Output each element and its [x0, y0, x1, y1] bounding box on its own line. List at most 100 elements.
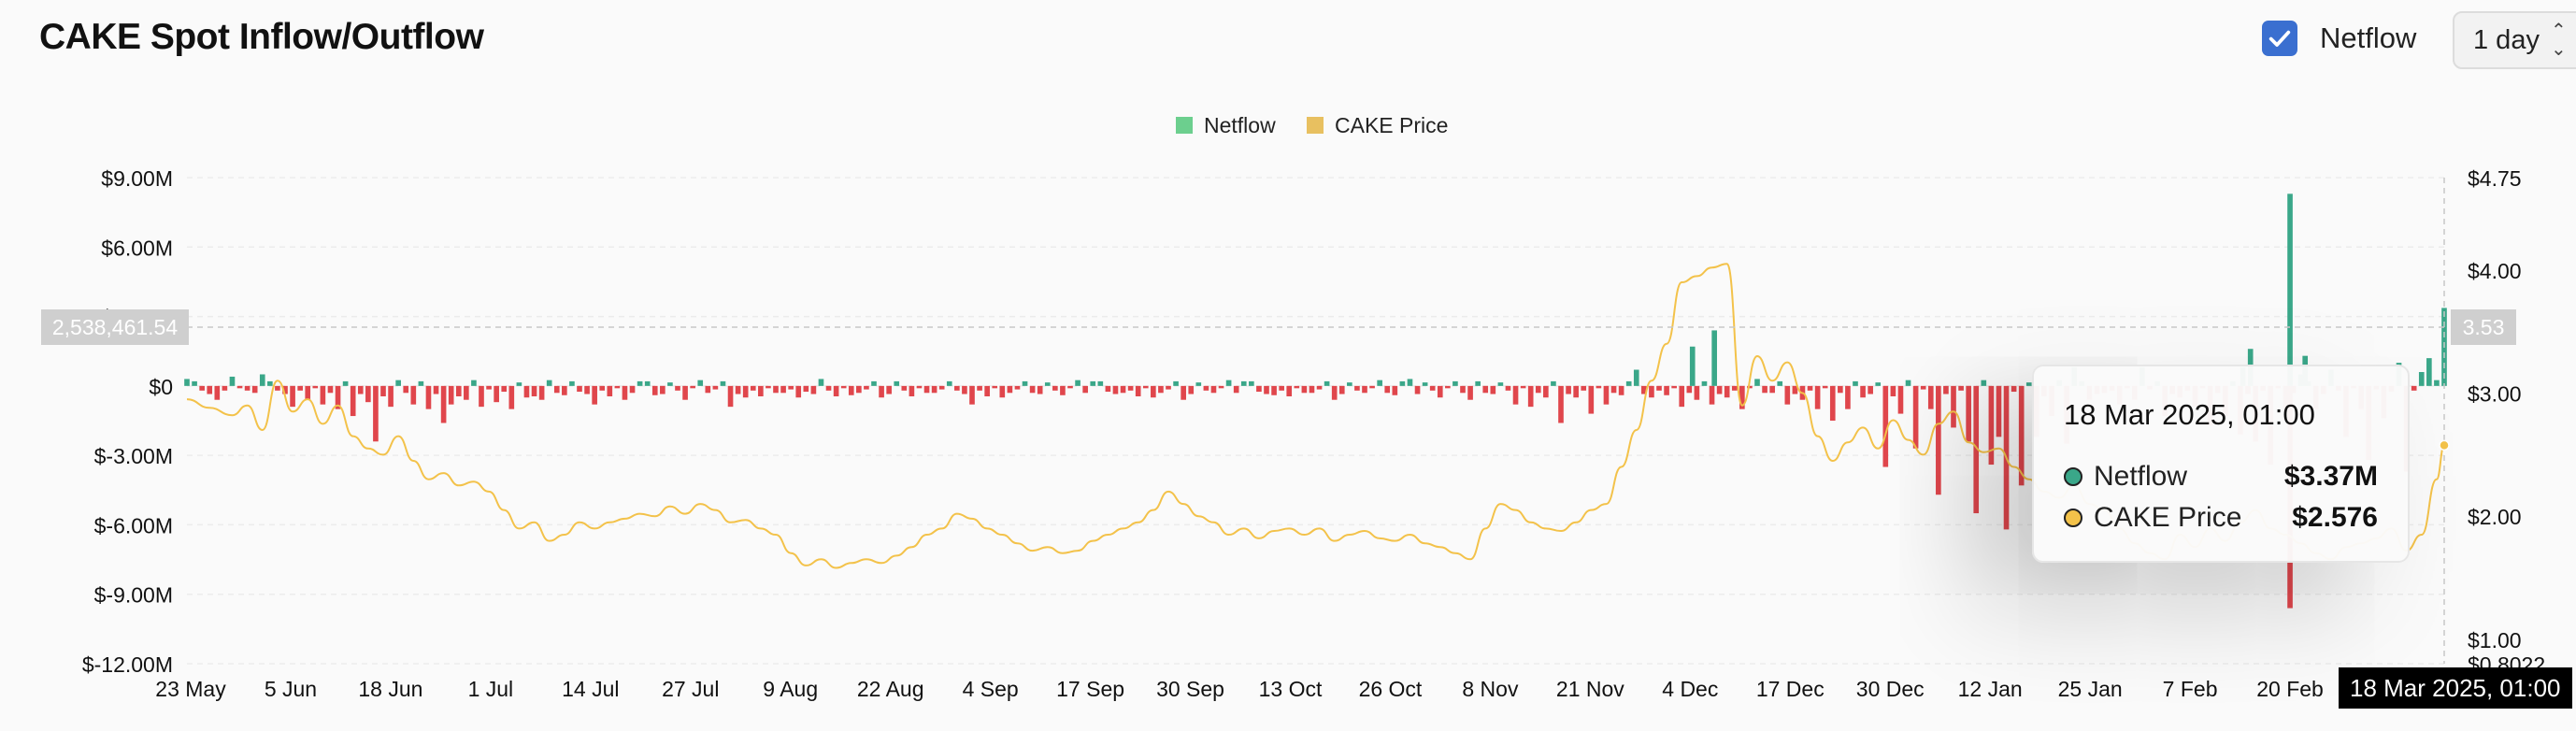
netflow-bar [1882, 385, 1889, 467]
netflow-bar [1044, 382, 1051, 386]
x-tick-label: 7 Feb [2163, 677, 2218, 701]
interval-value: 1 day [2473, 24, 2540, 55]
netflow-bar [1158, 385, 1164, 394]
y-left-tick-label: $-12.00M [82, 652, 173, 677]
netflow-bar [1460, 385, 1466, 394]
netflow-bar [455, 385, 462, 396]
netflow-bar [1294, 385, 1300, 389]
netflow-bar [1769, 385, 1775, 394]
x-tick-label: 5 Jun [265, 677, 317, 701]
netflow-bar [742, 385, 749, 398]
netflow-bar [1973, 385, 1980, 514]
chart-legend: Netflow CAKE Price [1176, 113, 1448, 137]
netflow-bar [184, 379, 190, 386]
netflow-bar [236, 385, 243, 389]
netflow-bar [320, 385, 326, 405]
netflow-bar [1853, 380, 1858, 386]
netflow-bar [840, 385, 847, 389]
netflow-bar [938, 385, 945, 390]
netflow-bar [1527, 385, 1534, 408]
netflow-bar [1482, 385, 1489, 394]
netflow-bar [818, 379, 824, 386]
netflow-bar [1807, 385, 1813, 391]
y-axis-right: $4.75$4.00$3.00$2.00$1.00$0.8022 [2468, 166, 2545, 677]
netflow-bar [1240, 380, 1247, 386]
netflow-bar [1724, 385, 1730, 398]
netflow-bar [1338, 385, 1345, 394]
netflow-bar [440, 385, 447, 423]
tooltip-netflow-value: $3.37M [2283, 461, 2378, 492]
netflow-bar [1369, 385, 1375, 389]
netflow-bar [1988, 385, 1995, 466]
netflow-bar [1996, 385, 2002, 437]
netflow-bar [1927, 385, 1934, 409]
netflow-bar [1588, 385, 1595, 414]
netflow-bar [275, 385, 280, 391]
netflow-bar [667, 382, 673, 386]
netflow-bar [546, 380, 552, 386]
netflow-bar [969, 385, 975, 405]
netflow-bar [1686, 385, 1693, 394]
netflow-bar [1166, 385, 1171, 390]
netflow-bar [403, 385, 409, 394]
netflow-bar [1090, 380, 1096, 386]
netflow-bar [1943, 385, 1949, 394]
netflow-bar [1649, 385, 1654, 398]
y-left-tick-label: $0 [149, 375, 173, 399]
netflow-bar [1625, 380, 1632, 386]
netflow-bar [810, 385, 817, 394]
legend-price-swatch [1307, 117, 1324, 134]
netflow-bar [675, 385, 680, 391]
tooltip-netflow-label: Netflow [2094, 461, 2188, 492]
netflow-bar [312, 385, 319, 389]
netflow-bar [192, 380, 197, 386]
netflow-bar [1127, 385, 1134, 391]
netflow-bar [1711, 330, 1717, 386]
x-tick-label: 30 Dec [1856, 677, 1925, 701]
netflow-bar [1286, 385, 1293, 396]
netflow-bar [1173, 380, 1179, 386]
netflow-bar [365, 385, 371, 403]
tooltip-price-value: $2.576 [2292, 502, 2378, 533]
netflow-bar [1249, 380, 1254, 386]
x-tick-label: 27 Jul [662, 677, 719, 701]
netflow-bar [1422, 382, 1428, 386]
netflow-bar [1120, 385, 1126, 394]
netflow-checkbox[interactable] [2262, 21, 2297, 56]
netflow-bar [599, 385, 606, 391]
netflow-bar [584, 385, 590, 394]
netflow-bar [1709, 385, 1715, 405]
x-tick-label: 8 Nov [1462, 677, 1519, 701]
netflow-bar [1392, 385, 1398, 395]
netflow-bar [825, 385, 832, 391]
netflow-bar [1689, 346, 1696, 386]
netflow-toggle[interactable]: Netflow [2262, 21, 2416, 56]
netflow-bar [1671, 385, 1677, 389]
x-tick-label: 13 Oct [1259, 677, 1323, 701]
y-right-tick-label: $2.00 [2468, 505, 2522, 529]
netflow-bar [577, 385, 582, 393]
netflow-bar [2434, 380, 2440, 386]
netflow-bar [1920, 385, 1926, 390]
netflow-bar [1037, 385, 1043, 394]
netflow-bar [1596, 385, 1602, 389]
netflow-bar [614, 385, 621, 389]
tooltip-netflow-dot [2064, 467, 2082, 486]
netflow-bar [342, 380, 349, 386]
netflow-bar [1429, 385, 1436, 391]
netflow-bar [1060, 385, 1066, 395]
netflow-bar [992, 385, 998, 389]
netflow-bar [2287, 194, 2293, 386]
netflow-bar [1981, 380, 1987, 386]
netflow-bar [856, 385, 862, 394]
netflow-bar [259, 374, 265, 386]
x-tick-label: 30 Sep [1156, 677, 1224, 701]
interval-select[interactable]: 1 day ⌃ ⌄ [2453, 11, 2576, 69]
netflow-bar [1912, 385, 1919, 449]
netflow-bar [2426, 358, 2432, 386]
netflow-bar [795, 385, 802, 398]
netflow-bar [1829, 385, 1836, 421]
netflow-bar [690, 385, 695, 389]
netflow-bar [1097, 380, 1104, 386]
netflow-bar [1233, 385, 1239, 394]
